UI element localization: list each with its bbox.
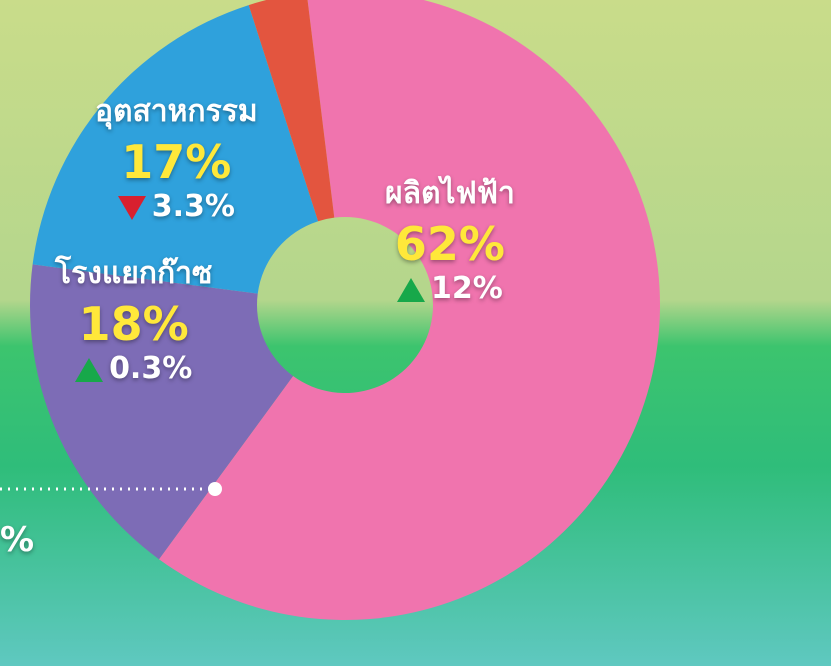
- slice-label: อุตสาหกรรม 17% 3.3%: [95, 88, 258, 224]
- change-label: 12%: [431, 271, 503, 306]
- pie-slice: [158, 0, 660, 620]
- category-label: อุตสาหกรรม: [95, 94, 258, 129]
- annotation: %: [0, 520, 35, 560]
- change-arrow: [117, 195, 146, 220]
- change: 0.3%: [55, 351, 212, 386]
- pie-slice: [248, 0, 335, 222]
- slice-label: ผลิตไฟฟ้า 62% 12%: [385, 170, 515, 306]
- leader-dot: [208, 482, 222, 496]
- change-arrow: [75, 357, 104, 382]
- value-label: 62%: [394, 217, 505, 271]
- pie-slice: [32, 5, 319, 294]
- change: 3.3%: [95, 189, 258, 224]
- value-label: 17%: [121, 135, 232, 189]
- pie-slice: [30, 264, 294, 560]
- change: 12%: [385, 271, 515, 306]
- change-label: 0.3%: [109, 351, 193, 386]
- category-label: โรงแยกก๊าซ: [55, 256, 213, 291]
- change-arrow: [397, 277, 426, 302]
- category-label: ผลิตไฟฟ้า: [385, 176, 515, 211]
- value-label: 18%: [78, 297, 189, 351]
- change-label: 3.3%: [151, 189, 235, 224]
- slice-label: โรงแยกก๊าซ 18% 0.3%: [55, 250, 212, 386]
